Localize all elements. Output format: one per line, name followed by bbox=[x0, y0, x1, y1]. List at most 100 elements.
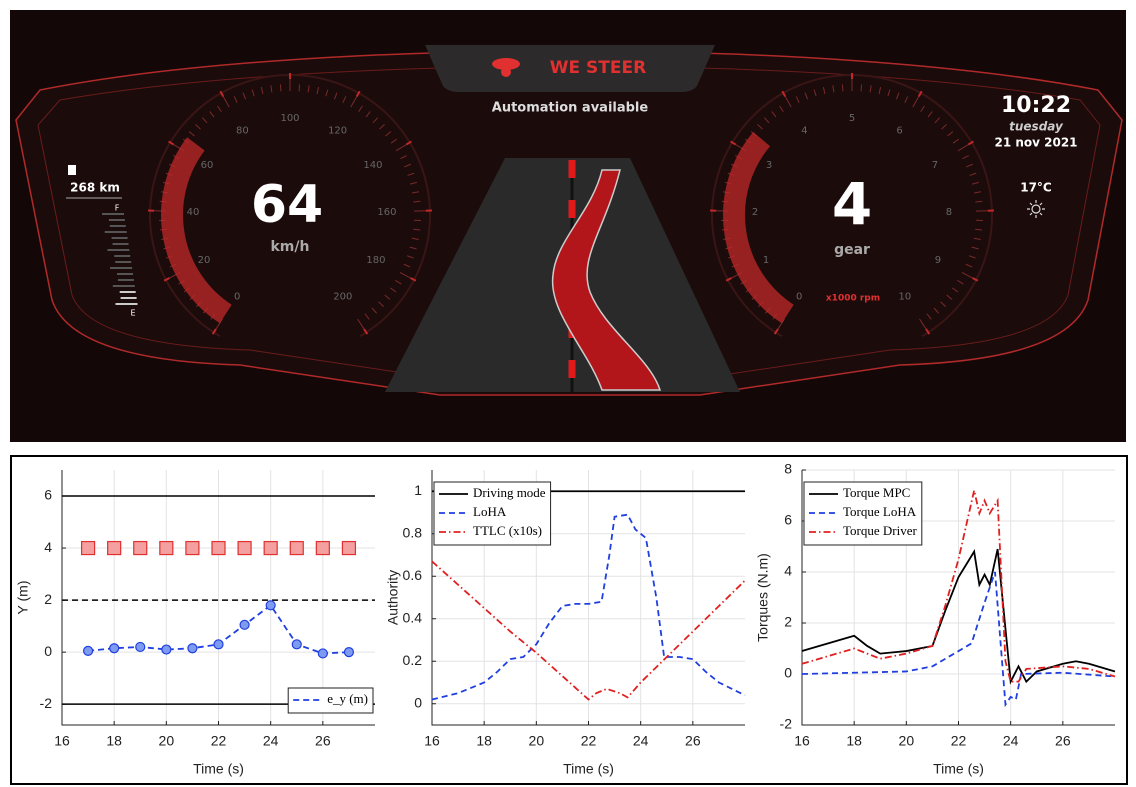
fuel-empty: E bbox=[130, 309, 135, 318]
speed-unit: km/h bbox=[271, 239, 310, 255]
x-tick-label: 20 bbox=[159, 733, 175, 749]
y-tick-label: 2 bbox=[44, 591, 52, 607]
speed: 64 bbox=[251, 175, 323, 235]
marker bbox=[212, 542, 225, 555]
marker bbox=[292, 640, 301, 649]
x-tick-label: 24 bbox=[633, 733, 649, 749]
x-tick-label: 18 bbox=[106, 733, 122, 749]
temperature: 17°C bbox=[1020, 181, 1052, 195]
marker bbox=[238, 542, 251, 555]
day: tuesday bbox=[1009, 120, 1064, 134]
y-tick-label: 0 bbox=[44, 643, 52, 659]
gauge-tick-label: 2 bbox=[752, 207, 758, 218]
y-tick-label: 0.8 bbox=[403, 524, 423, 540]
y-tick-label: -2 bbox=[780, 716, 793, 732]
gauge-tick-label: 140 bbox=[363, 160, 382, 171]
marker bbox=[264, 542, 277, 555]
marker bbox=[240, 620, 249, 629]
gauge-tick-label: 1 bbox=[763, 255, 769, 266]
marker bbox=[110, 644, 119, 653]
gauge-tick-label: 180 bbox=[366, 255, 385, 266]
marker bbox=[266, 601, 275, 610]
gauge-tick-label: 6 bbox=[896, 125, 902, 136]
gauge-tick-label: 20 bbox=[198, 255, 211, 266]
y-tick-label: 0 bbox=[414, 694, 422, 710]
gauge-tick-label: 9 bbox=[935, 255, 941, 266]
gauge-tick-label: 7 bbox=[932, 160, 938, 171]
x-tick-label: 22 bbox=[211, 733, 227, 749]
gauge-tick-label: 10 bbox=[898, 291, 911, 302]
y-tick-label: 4 bbox=[44, 539, 52, 555]
x-tick-label: 22 bbox=[581, 733, 597, 749]
x-tick-label: 26 bbox=[685, 733, 701, 749]
x-tick-label: 22 bbox=[951, 733, 967, 749]
x-tick-label: 16 bbox=[54, 733, 70, 749]
x-tick-label: 26 bbox=[315, 733, 331, 749]
y-tick-label: 6 bbox=[44, 487, 52, 503]
gear: 4 bbox=[832, 170, 872, 238]
y-tick-label: 1 bbox=[414, 482, 422, 498]
y-tick-label: 6 bbox=[784, 512, 792, 528]
y-axis-label: Torques (N.m) bbox=[755, 553, 771, 642]
y-axis-label: Y (m) bbox=[15, 581, 31, 615]
y-tick-label: -2 bbox=[40, 695, 53, 711]
legend-label: Torque LoHA bbox=[843, 504, 917, 519]
y-tick-label: 8 bbox=[784, 461, 792, 477]
rpm-unit: x1000 rpm bbox=[826, 294, 880, 304]
x-tick-label: 18 bbox=[846, 733, 862, 749]
legend-label: Torque MPC bbox=[843, 485, 910, 500]
legend-label: Torque Driver bbox=[843, 523, 917, 538]
y-tick-label: 0.6 bbox=[403, 567, 423, 583]
x-tick-label: 18 bbox=[476, 733, 492, 749]
legend-label: LoHA bbox=[473, 504, 507, 519]
marker bbox=[290, 542, 303, 555]
gauge-tick-label: 100 bbox=[280, 113, 299, 124]
x-tick-label: 20 bbox=[529, 733, 545, 749]
gauge-tick-label: 8 bbox=[946, 207, 952, 218]
marker bbox=[344, 648, 353, 657]
marker bbox=[316, 542, 329, 555]
marker bbox=[82, 542, 95, 555]
x-axis-label: Time (s) bbox=[193, 761, 244, 777]
gauge-tick-label: 3 bbox=[766, 160, 772, 171]
clock: 10:22 bbox=[1001, 93, 1071, 118]
y-tick-label: 4 bbox=[784, 563, 792, 579]
marker bbox=[108, 542, 121, 555]
gauge-tick-label: 0 bbox=[234, 291, 240, 302]
gauge-tick-label: 60 bbox=[201, 160, 214, 171]
legend: e_y (m) bbox=[288, 688, 373, 713]
page: WE STEER Automation available 10:22 tues… bbox=[0, 0, 1136, 787]
gauge-minor-tick bbox=[861, 84, 862, 91]
legend-label: Driving mode bbox=[473, 485, 546, 500]
gauge-tick-label: 160 bbox=[377, 207, 396, 218]
gauge-minor-tick bbox=[280, 84, 281, 91]
y-tick-label: 2 bbox=[784, 614, 792, 630]
x-axis-label: Time (s) bbox=[563, 761, 614, 777]
gauge-tick-label: 80 bbox=[236, 125, 249, 136]
legend: Torque MPC Torque LoHA Torque Driver bbox=[804, 482, 922, 545]
fuel-range: 268 km bbox=[70, 181, 120, 195]
marker bbox=[162, 645, 171, 654]
marker bbox=[84, 646, 93, 655]
gauge-minor-tick bbox=[842, 84, 843, 91]
legend-label: TTLC (x10s) bbox=[473, 523, 542, 538]
y-tick-label: 0.4 bbox=[403, 609, 423, 625]
marker bbox=[134, 542, 147, 555]
gauge-tick-label: 0 bbox=[796, 291, 802, 302]
y-axis-label: Authority bbox=[385, 570, 401, 625]
marker bbox=[318, 649, 327, 658]
legend: Driving mode LoHA TTLC (x10s) bbox=[434, 482, 551, 545]
x-axis-label: Time (s) bbox=[933, 761, 984, 777]
dashboard: WE STEER Automation available 10:22 tues… bbox=[10, 10, 1126, 442]
x-tick-label: 24 bbox=[1003, 733, 1019, 749]
x-tick-label: 16 bbox=[794, 733, 810, 749]
marker bbox=[188, 644, 197, 653]
marker bbox=[186, 542, 199, 555]
marker bbox=[160, 542, 173, 555]
x-tick-label: 20 bbox=[899, 733, 915, 749]
marker bbox=[136, 642, 145, 651]
x-tick-label: 16 bbox=[424, 733, 440, 749]
x-tick-label: 26 bbox=[1055, 733, 1071, 749]
gauge-tick-label: 5 bbox=[849, 113, 855, 124]
gauge-tick-label: 40 bbox=[187, 207, 200, 218]
